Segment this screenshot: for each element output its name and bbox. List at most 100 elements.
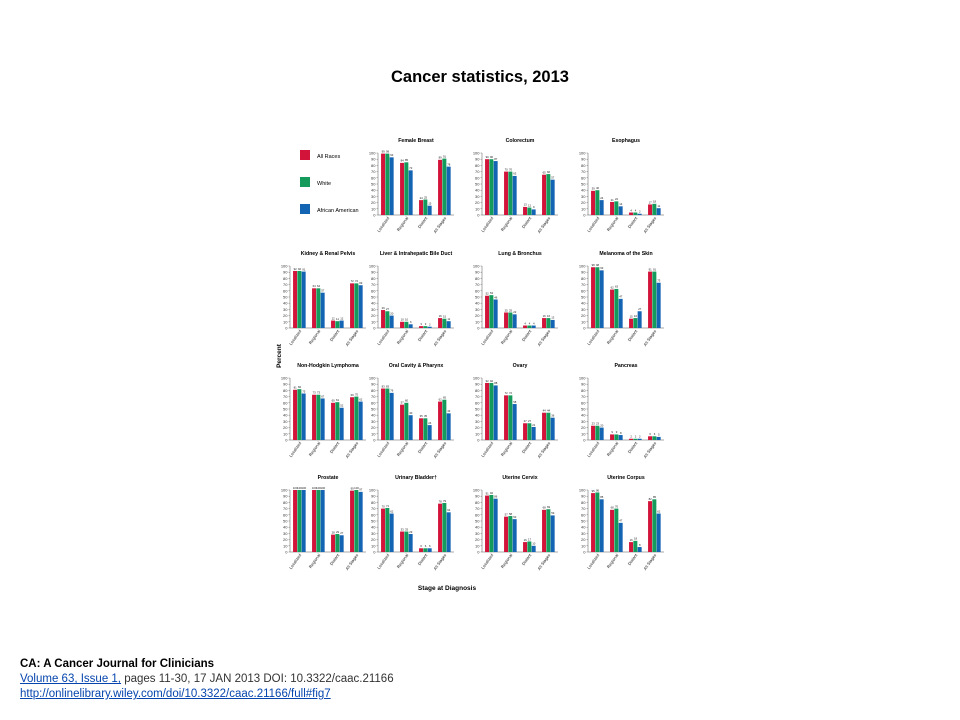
bar-localized-african-american xyxy=(301,271,306,328)
x-tick-label: Regional xyxy=(500,553,514,569)
bar-value-label: 35 xyxy=(420,414,424,418)
bar-all-stages-white xyxy=(354,490,359,552)
bar-value-label: 20 xyxy=(390,311,394,315)
bar-all-stages-all-races xyxy=(438,159,443,215)
y-tick-label: 50 xyxy=(475,295,480,300)
citation: CA: A Cancer Journal for Clinicians Volu… xyxy=(20,657,394,702)
slide-title: Cancer statistics, 2013 xyxy=(391,68,569,86)
bar-value-label: 3 xyxy=(425,322,427,326)
bar-regional-white xyxy=(508,312,513,328)
x-tick-label: Regional xyxy=(500,441,514,457)
y-tick-label: 50 xyxy=(283,295,288,300)
bar-localized-all-races xyxy=(591,190,596,215)
bar-value-label: 62 xyxy=(657,509,661,513)
bar-value-label: 72 xyxy=(351,279,355,283)
bar-value-label: 2 xyxy=(639,210,641,214)
y-tick-label: 100 xyxy=(473,488,480,493)
bar-value-label: 85 xyxy=(653,495,657,499)
bar-regional-all-races xyxy=(504,516,509,552)
x-tick-label: Distant xyxy=(329,552,341,566)
bar-value-label: 11 xyxy=(447,317,450,321)
y-tick-label: 0 xyxy=(285,326,288,331)
bar-value-label: 69 xyxy=(351,393,355,397)
y-tick-label: 80 xyxy=(371,500,376,505)
y-tick-label: 70 xyxy=(475,282,480,287)
bar-value-label: 57 xyxy=(505,512,509,516)
x-tick-label: Distant xyxy=(521,328,533,342)
bar-all-stages-african-american xyxy=(550,417,555,440)
bar-distant-all-races xyxy=(523,325,528,328)
bar-localized-african-american xyxy=(389,392,394,440)
y-tick-label: 40 xyxy=(371,188,376,193)
bar-distant-all-races xyxy=(629,318,634,328)
bar-value-label: 72 xyxy=(355,279,359,283)
bar-value-label: 70 xyxy=(509,167,513,171)
bar-value-label: 15 xyxy=(428,202,432,206)
bar-all-stages-white xyxy=(652,436,657,440)
x-tick-label: All Stages xyxy=(344,329,359,347)
bar-value-label: 6 xyxy=(425,544,427,548)
bar-localized-african-american xyxy=(599,499,604,552)
y-tick-label: 0 xyxy=(477,438,480,443)
bar-value-label: 52 xyxy=(340,404,344,408)
bar-value-label: 100 xyxy=(297,486,302,490)
x-tick-label: Regional xyxy=(500,329,514,345)
x-tick-label: Localized xyxy=(480,328,495,346)
bar-all-stages-white xyxy=(354,396,359,440)
bar-all-stages-all-races xyxy=(648,271,653,328)
y-tick-label: 20 xyxy=(581,313,586,318)
bar-value-label: 9 xyxy=(611,430,613,434)
bar-all-stages-white xyxy=(442,503,447,552)
y-tick-label: 0 xyxy=(477,213,480,218)
y-tick-label: 20 xyxy=(581,537,586,542)
bar-value-label: 6 xyxy=(410,320,412,324)
panel-title: Esophagus xyxy=(612,138,640,144)
bar-value-label: 11 xyxy=(657,204,660,208)
y-tick-label: 40 xyxy=(283,413,288,418)
y-tick-label: 0 xyxy=(285,438,288,443)
panel-title: Colorectum xyxy=(506,138,535,144)
x-tick-label: Regional xyxy=(396,329,410,345)
y-tick-label: 90 xyxy=(581,494,586,499)
legend-label-white: White xyxy=(317,181,331,187)
bar-localized-white xyxy=(489,159,494,215)
bar-value-label: 29 xyxy=(336,530,340,534)
y-tick-label: 80 xyxy=(475,500,480,505)
bar-localized-white xyxy=(595,267,600,328)
y-tick-label: 60 xyxy=(283,288,288,293)
bar-distant-white xyxy=(633,540,638,552)
y-tick-label: 30 xyxy=(581,307,586,312)
y-tick-label: 10 xyxy=(371,543,376,548)
volume-link[interactable]: Volume 63, Issue 1, xyxy=(20,673,122,685)
bar-all-stages-white xyxy=(442,158,447,215)
panel-title: Female Breast xyxy=(398,138,434,144)
y-tick-label: 70 xyxy=(581,282,586,287)
y-tick-label: 70 xyxy=(581,506,586,511)
bar-value-label: 13 xyxy=(524,203,528,207)
bar-value-label: 98 xyxy=(596,263,600,267)
bar-all-stages-all-races xyxy=(438,401,443,440)
bar-all-stages-african-american xyxy=(446,413,451,440)
y-tick-label: 70 xyxy=(371,506,376,511)
bar-value-label: 87 xyxy=(494,157,498,161)
bar-distant-white xyxy=(527,423,532,440)
y-tick-label: 30 xyxy=(371,307,376,312)
x-tick-label: Localized xyxy=(288,328,303,346)
bar-value-label: 39 xyxy=(592,187,596,191)
bar-value-label: 16 xyxy=(543,314,547,318)
y-tick-label: 20 xyxy=(283,313,288,318)
panel-liver-intrahepatic-bile-duct: Liver & Intrahepatic Bile Duct0102030405… xyxy=(369,251,454,347)
bar-localized-white xyxy=(489,295,494,328)
x-tick-label: Distant xyxy=(417,328,429,342)
x-tick-label: All Stages xyxy=(536,329,551,347)
bar-all-stages-white xyxy=(546,318,551,328)
article-url-link[interactable]: http://onlinelibrary.wiley.com/doi/10.33… xyxy=(20,688,331,700)
bar-distant-white xyxy=(527,207,532,215)
bar-value-label: 4 xyxy=(524,321,526,325)
bar-localized-all-races xyxy=(293,490,298,552)
y-tick-label: 20 xyxy=(371,425,376,430)
bar-value-label: 96 xyxy=(596,488,600,492)
panel-title: Lung & Bronchus xyxy=(498,251,542,257)
bar-localized-all-races xyxy=(485,382,490,440)
